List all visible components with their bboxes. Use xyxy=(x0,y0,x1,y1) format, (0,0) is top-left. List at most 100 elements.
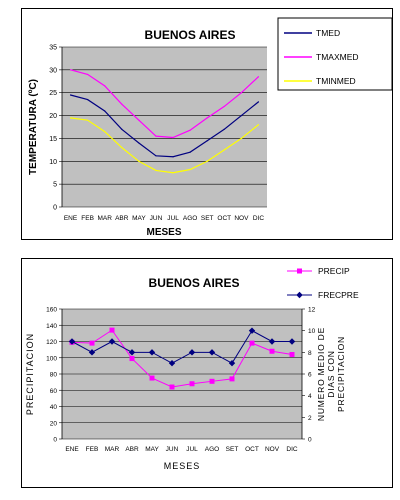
y-tick-label: 80 xyxy=(50,372,58,379)
temperature-chart: BUENOS AIRES 0 5 10 15 20 25 30 35 ENE FEB MAR ABR… xyxy=(28,17,393,238)
y-tick-label: 40 xyxy=(50,404,58,411)
y2-tick-label: 6 xyxy=(308,372,312,379)
x-tick-label: JUL xyxy=(186,446,198,453)
x-tick-label: JUN xyxy=(166,446,179,453)
x-tick-label: SET xyxy=(201,215,214,222)
x-tick-label: NOV xyxy=(265,446,280,453)
data-point xyxy=(109,327,115,333)
y-axis-label: PRECIPITACION xyxy=(25,333,35,415)
plot-area xyxy=(62,47,267,207)
x-tick-label: ENE xyxy=(64,215,78,222)
data-point xyxy=(206,140,208,142)
y2-tick-label: 8 xyxy=(308,350,312,357)
data-point xyxy=(240,114,242,117)
legend-label: TMED xyxy=(316,28,340,38)
data-point xyxy=(206,117,208,119)
data-point xyxy=(104,110,106,112)
y2-axis-label: NUMERO MEDIO DE DIAS CON PRECIPITACION xyxy=(316,327,346,421)
precipitation-chart: BUENOS AIRES 0 20 40 60 80 100 120 140 160 0 2 4 6 8… xyxy=(25,266,359,471)
data-point xyxy=(168,359,176,367)
data-point xyxy=(169,384,175,390)
y-tick-label: 100 xyxy=(46,355,57,362)
data-point xyxy=(209,378,215,384)
data-point xyxy=(189,129,191,131)
y-tick-label: 35 xyxy=(49,45,57,52)
data-point xyxy=(223,105,225,108)
x-tick-label: OCT xyxy=(245,446,259,453)
precipitation-chart-panel: BUENOS AIRES 0 20 40 60 80 100 120 140 160 0 2 4 6 8… xyxy=(21,258,393,488)
data-point xyxy=(172,156,174,158)
data-point xyxy=(104,130,106,133)
x-tick-label: MAR xyxy=(105,446,120,453)
data-point xyxy=(208,349,216,356)
y-tick-label: 20 xyxy=(50,420,58,427)
x-tick-label: DIC xyxy=(253,215,264,222)
data-point xyxy=(68,338,76,345)
x-axis-label: MESES xyxy=(164,461,201,471)
data-point xyxy=(189,381,195,387)
y2-tick-label: 10 xyxy=(308,328,316,335)
data-point xyxy=(138,160,140,162)
data-point xyxy=(223,128,225,130)
data-point xyxy=(87,98,89,101)
y2-tick-label: 4 xyxy=(308,393,312,400)
data-point xyxy=(87,73,89,76)
x-tick-label: AGO xyxy=(183,215,197,222)
chart-title: BUENOS AIRES xyxy=(145,28,236,42)
x-tick-label: NOV xyxy=(234,215,249,222)
y-tick-label: 10 xyxy=(49,159,57,166)
temperature-chart-panel: BUENOS AIRES 0 5 10 15 20 25 30 35 ENE FEB MAR ABR… xyxy=(21,8,393,240)
y-tick-label: 15 xyxy=(49,136,57,143)
y2-tick-label: 12 xyxy=(308,307,316,314)
x-tick-label: AGO xyxy=(205,446,219,453)
data-point xyxy=(128,349,136,356)
data-point xyxy=(155,169,157,172)
y-tick-label: 25 xyxy=(49,90,57,97)
data-point xyxy=(240,92,242,94)
data-point xyxy=(69,117,72,119)
y-tick-label: 0 xyxy=(53,205,57,212)
legend-label: TMINMED xyxy=(316,76,356,86)
data-point xyxy=(138,142,140,144)
data-point xyxy=(89,340,95,346)
x-tick-label: DIC xyxy=(286,446,298,453)
data-point xyxy=(240,137,242,140)
data-point xyxy=(155,155,157,157)
data-point xyxy=(172,172,174,174)
y-tick-label: 20 xyxy=(49,113,57,120)
data-point xyxy=(121,103,123,105)
x-tick-label: ABR xyxy=(115,215,129,222)
x-tick-label: JUN xyxy=(150,215,163,222)
x-tick-label: MAY xyxy=(132,215,146,222)
y-tick-label: 60 xyxy=(50,388,58,395)
data-point xyxy=(223,149,225,151)
data-point xyxy=(257,101,260,103)
y-tick-label: 5 xyxy=(53,182,57,189)
data-point xyxy=(268,338,276,345)
y-axis-label: TEMPERATURA (ºC) xyxy=(28,79,39,175)
x-tick-label: MAY xyxy=(145,446,159,453)
data-point xyxy=(149,375,155,381)
y2-axis-label-line: DIAS CON xyxy=(326,350,336,398)
x-tick-label: MAR xyxy=(97,215,112,222)
chart-title: BUENOS AIRES xyxy=(149,276,240,290)
x-axis-label: MESES xyxy=(146,227,181,238)
x-tick-label: OCT xyxy=(217,215,231,222)
data-point xyxy=(206,160,208,162)
data-point xyxy=(189,168,191,171)
series-line-tmed xyxy=(70,94,259,158)
data-point xyxy=(289,352,295,357)
data-point xyxy=(188,349,196,356)
data-point xyxy=(108,338,116,345)
series-line-frecpre xyxy=(71,330,292,364)
y-tick-label: 30 xyxy=(49,67,57,74)
data-point xyxy=(121,146,123,149)
data-point xyxy=(229,376,235,382)
data-point xyxy=(288,338,296,345)
legend-label: PRECIP xyxy=(318,266,350,276)
x-tick-label: FEB xyxy=(86,446,99,453)
y-tick-label: 120 xyxy=(46,339,57,346)
x-tick-label: ABR xyxy=(125,446,139,453)
series-line-tminmed xyxy=(70,117,259,174)
data-point xyxy=(155,135,157,137)
